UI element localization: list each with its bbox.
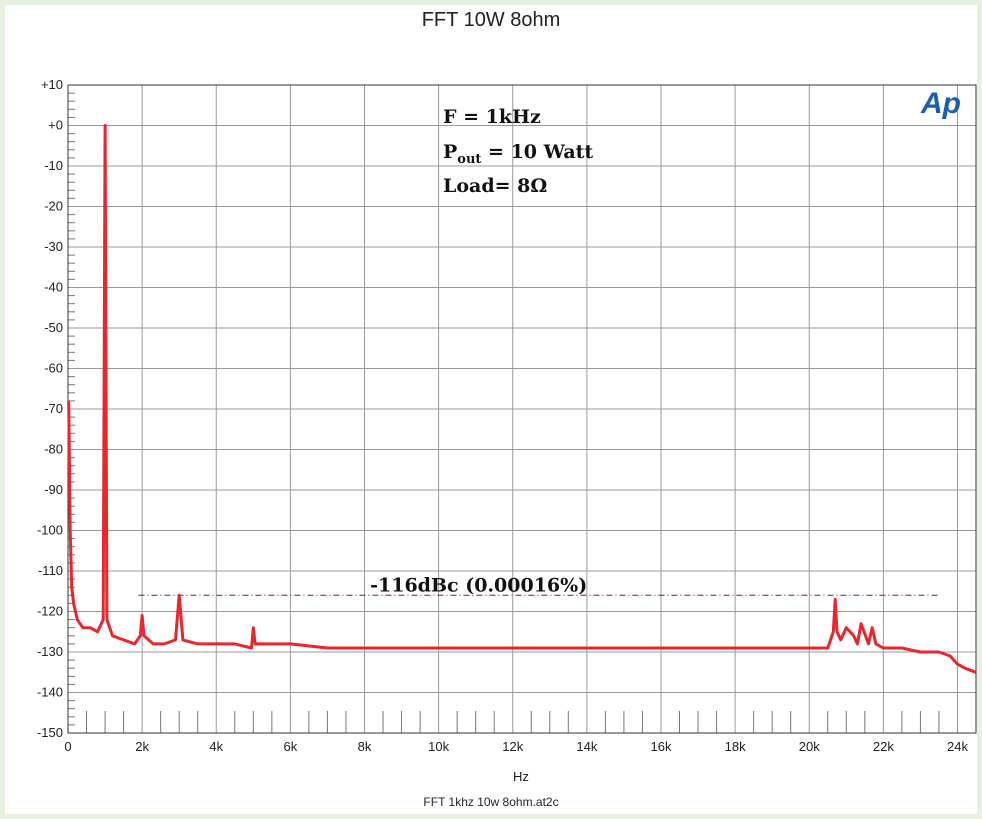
y-tick-label: -100	[37, 523, 63, 538]
y-tick-label: -70	[44, 401, 63, 416]
annotation-power: Pout = 10 Watt	[443, 141, 593, 167]
x-tick-label: 4k	[209, 739, 223, 754]
y-tick-label: -40	[44, 280, 63, 295]
annotation-box: F = 1kHz Pout = 10 Watt Load= 8Ω	[443, 106, 593, 197]
x-tick-label: 8k	[358, 739, 372, 754]
annotation-frequency: F = 1kHz	[443, 106, 541, 128]
x-tick-label: 14k	[576, 739, 597, 754]
minor-ticks	[68, 92, 940, 733]
x-tick-label: 18k	[725, 739, 746, 754]
x-tick-label: 20k	[799, 739, 820, 754]
y-tick-label: -150	[37, 725, 63, 740]
x-axis-label: Hz	[513, 769, 529, 784]
annotation-power-sub: out	[457, 152, 481, 167]
footer-filename: FFT 1khz 10w 8ohm.at2c	[423, 795, 558, 809]
y-tick-label: +0	[48, 118, 63, 133]
y-tick-label: -10	[44, 158, 63, 173]
annotation-power-main: P	[443, 141, 457, 163]
series-line	[67, 124, 977, 674]
x-tick-label: 24k	[947, 739, 968, 754]
annotation-load: Load= 8Ω	[443, 175, 547, 197]
y-tick-label: -60	[44, 361, 63, 376]
y-tick-label: +10	[41, 77, 63, 92]
y-tick-label: -80	[44, 442, 63, 457]
x-axis-ticks: 0 2k 4k 6k 8k 10k 12k 14k 16k 18k 20k 22k 24k	[64, 739, 968, 754]
annotation-power-rest: = 10 Watt	[481, 141, 593, 163]
y-tick-label: -110	[38, 563, 63, 578]
x-tick-label: 6k	[284, 739, 298, 754]
x-tick-label: 2k	[135, 739, 149, 754]
y-tick-label: -140	[37, 685, 63, 700]
y-tick-label: -30	[44, 239, 63, 254]
x-tick-label: 10k	[428, 739, 449, 754]
chart-title: FFT 10W 8ohm	[422, 9, 561, 31]
y-axis-ticks: +10 +0 -10 -20 -30 -40 -50 -60 -70 -80 -90 -100 -110…	[37, 77, 63, 740]
y-tick-label: -120	[37, 604, 63, 619]
y-tick-label: -20	[44, 199, 63, 214]
y-tick-label: -50	[44, 320, 63, 335]
ap-logo: Ap	[920, 87, 961, 120]
x-tick-label: 22k	[873, 739, 894, 754]
x-tick-label: 0	[64, 739, 71, 754]
y-tick-label: -90	[44, 482, 63, 497]
reference-label: -116dBc (0.00016%)	[370, 574, 587, 596]
y-tick-label: -130	[37, 644, 63, 659]
x-tick-label: 16k	[650, 739, 671, 754]
x-tick-label: 12k	[502, 739, 523, 754]
